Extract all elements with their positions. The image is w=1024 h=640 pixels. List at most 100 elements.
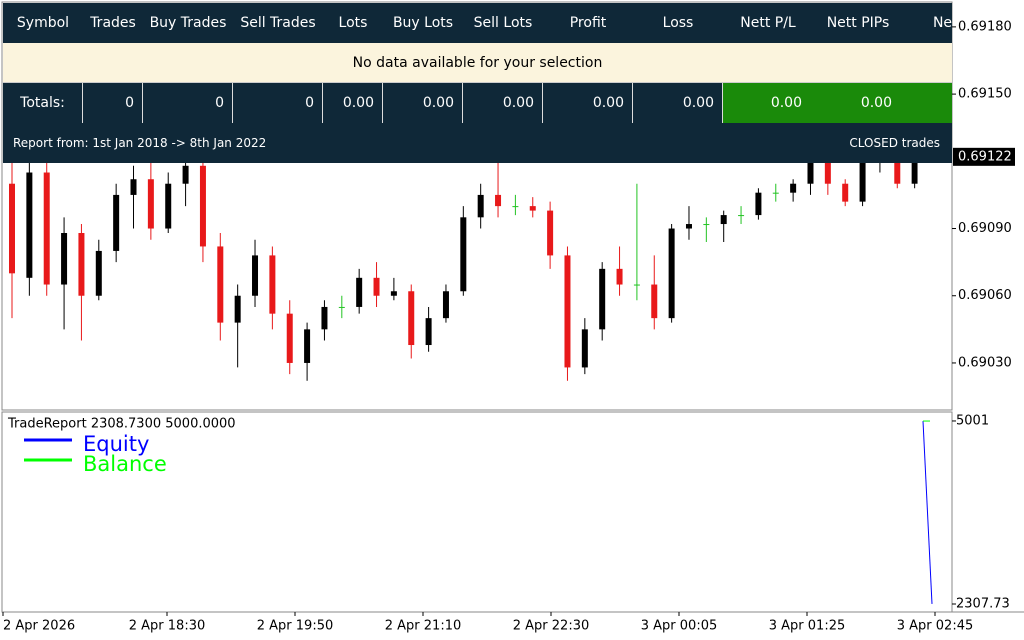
- candle-body: [165, 184, 171, 229]
- totals-cell: 0.00: [723, 83, 813, 123]
- totals-cell: 0.00: [383, 83, 463, 123]
- x-tick-label: 2 Apr 18:30: [129, 619, 206, 634]
- y-tick-label: 0.69180: [958, 19, 1012, 34]
- totals-label: Totals:: [3, 83, 83, 123]
- trade-table: Symbol Trades Buy Trades Sell Trades Lots Buy…: [3, 3, 952, 163]
- candle-body: [842, 184, 848, 202]
- candle-body: [721, 215, 727, 224]
- y-tick-label: 0.69090: [958, 221, 1012, 236]
- totals-cell: 0.00: [463, 83, 543, 123]
- legend-label: Balance: [83, 452, 167, 476]
- x-tick-label: 2 Apr 22:30: [513, 619, 590, 634]
- candle-body: [495, 195, 501, 206]
- candle-body: [426, 318, 432, 345]
- candle-body: [287, 314, 293, 363]
- candle-body: [9, 184, 15, 274]
- candle-body: [235, 296, 241, 323]
- totals-cell: 0: [143, 83, 233, 123]
- totals-cell: 0: [233, 83, 323, 123]
- x-tick-label: 2 Apr 2026: [3, 619, 75, 634]
- candle-body: [738, 215, 744, 216]
- candle-body: [790, 184, 796, 193]
- report-kind: CLOSED trades: [849, 136, 940, 150]
- candle-body: [686, 224, 692, 228]
- totals-cell: 0.00: [633, 83, 723, 123]
- candle-body: [564, 255, 570, 367]
- totals-cell: 0.00: [323, 83, 383, 123]
- candle-body: [807, 161, 813, 183]
- candles: [9, 150, 918, 381]
- candle-body: [443, 291, 449, 318]
- column-header: Symbol: [16, 15, 70, 31]
- column-header: Loss: [662, 15, 694, 31]
- column-header: Nett: [932, 15, 952, 31]
- x-tick-label: 3 Apr 02:45: [897, 619, 974, 634]
- indicator-title: TradeReport 2308.7300 5000.0000: [7, 417, 236, 432]
- series-line: [922, 421, 933, 604]
- candle-body: [530, 206, 536, 210]
- x-tick-label: 2 Apr 19:50: [257, 619, 334, 634]
- candle-body: [634, 285, 640, 286]
- candle-body: [252, 255, 258, 295]
- price-tag: [953, 147, 1015, 166]
- candle-body: [669, 229, 675, 319]
- y-tick-label: 5001: [956, 413, 989, 428]
- x-tick-label: 3 Apr 01:25: [769, 619, 846, 634]
- candle-body: [478, 195, 484, 217]
- column-header: Nett PIPs: [826, 15, 890, 31]
- totals-cell: 0.0(: [903, 83, 952, 123]
- report-range: Report from: 1st Jan 2018 -> 8th Jan 202…: [13, 136, 267, 150]
- candle-body: [96, 251, 102, 296]
- candle-body: [374, 278, 380, 296]
- candle-body: [582, 329, 588, 367]
- candle-body: [339, 307, 345, 308]
- candle-body: [356, 278, 362, 307]
- column-header: Trades: [90, 15, 136, 31]
- column-header: Sell Trades: [240, 15, 316, 31]
- candle-body: [148, 179, 154, 228]
- candle-body: [773, 193, 779, 194]
- candle-body: [321, 307, 327, 329]
- candle-body: [113, 195, 119, 251]
- y-tick-label: 0.69150: [958, 87, 1012, 102]
- y-tick-label: 0.69060: [958, 288, 1012, 303]
- candle-body: [304, 329, 310, 363]
- candle-body: [460, 217, 466, 291]
- candle-body: [78, 233, 84, 296]
- x-tick-label: 2 Apr 21:10: [385, 619, 462, 634]
- candle-body: [61, 233, 67, 285]
- candle-body: [44, 173, 50, 285]
- candle-body: [860, 161, 866, 201]
- candle-body: [131, 179, 137, 195]
- x-tick-label: 3 Apr 00:05: [641, 619, 718, 634]
- candle-body: [200, 166, 206, 247]
- candle-body: [894, 157, 900, 184]
- column-header: Sell Lots: [473, 15, 533, 31]
- y-tick-label: 0.69030: [958, 355, 1012, 370]
- totals-cell: 0.00: [543, 83, 633, 123]
- candle-body: [391, 291, 397, 295]
- current-price: 0.69122: [958, 149, 1012, 164]
- message-row: No data available for your selection: [3, 43, 952, 83]
- candle-body: [269, 255, 275, 313]
- candle-body: [912, 157, 918, 184]
- y-tick-label: 2307.73: [956, 596, 1010, 611]
- totals-cell: 0.00: [813, 83, 903, 123]
- candle-body: [651, 285, 657, 319]
- candle-body: [703, 224, 709, 225]
- candle-body: [755, 193, 761, 215]
- candle-body: [512, 206, 518, 207]
- candle-body: [617, 269, 623, 285]
- column-header: Buy Trades: [149, 15, 227, 31]
- column-header: Buy Lots: [392, 15, 454, 31]
- candle-body: [26, 173, 32, 278]
- price-frame: [1, 1, 953, 411]
- column-header: Profit: [569, 15, 607, 31]
- totals-cell: 0: [83, 83, 143, 123]
- column-header: Nett P/L: [740, 15, 796, 31]
- candle-body: [599, 269, 605, 329]
- candle-body: [217, 246, 223, 322]
- candle-body: [408, 291, 414, 345]
